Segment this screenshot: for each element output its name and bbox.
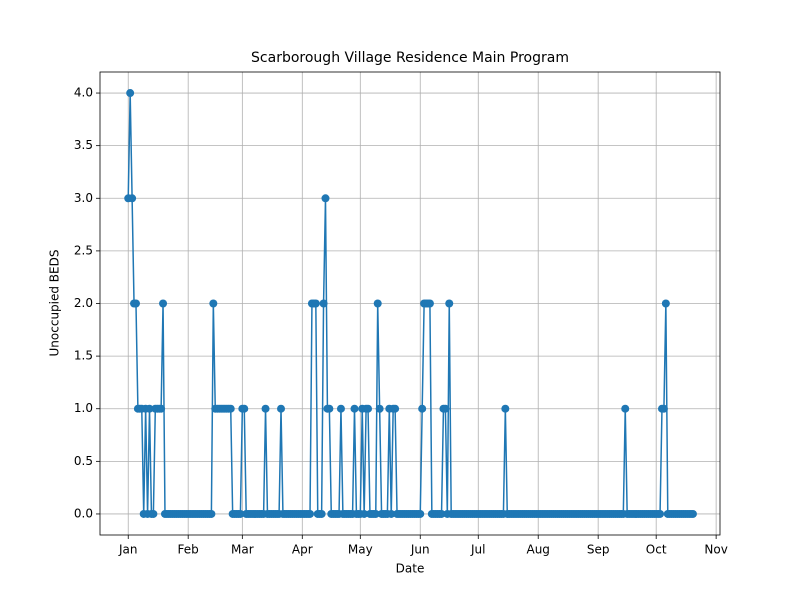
data-point (661, 299, 670, 308)
data-point (418, 404, 427, 413)
data-point (321, 194, 330, 203)
data-point (261, 404, 270, 413)
data-point (360, 509, 369, 518)
data-point (437, 509, 446, 518)
y-tick-label: 4.0 (74, 86, 93, 100)
data-point (319, 299, 328, 308)
data-point (445, 299, 454, 308)
data-point (306, 509, 315, 518)
y-tick-label: 2.5 (74, 243, 93, 257)
data-point (441, 404, 450, 413)
data-point (387, 509, 396, 518)
data-point (209, 299, 218, 308)
y-tick-label: 0.0 (74, 506, 93, 520)
data-point (317, 509, 326, 518)
data-point (391, 404, 400, 413)
y-tick-label: 2.0 (74, 296, 93, 310)
data-point (128, 194, 137, 203)
data-point (659, 404, 668, 413)
data-point (226, 404, 235, 413)
plot-frame (99, 71, 721, 536)
y-tick-label: 0.5 (74, 454, 93, 468)
data-point (131, 299, 140, 308)
data-point (375, 404, 384, 413)
data-point (277, 404, 286, 413)
data-point (126, 89, 135, 98)
x-tick-label: May (348, 543, 373, 557)
data-point (416, 509, 425, 518)
x-tick-label: Jun (410, 543, 430, 557)
x-tick-label: Oct (646, 543, 667, 557)
data-point (325, 404, 334, 413)
y-tick-label: 3.0 (74, 191, 93, 205)
data-point (425, 299, 434, 308)
x-tick-label: Feb (178, 543, 199, 557)
data-point (207, 509, 216, 518)
data-point (336, 404, 345, 413)
y-tick-label: 3.5 (74, 138, 93, 152)
data-point (145, 404, 154, 413)
data-point (371, 509, 380, 518)
data-point (501, 404, 510, 413)
data-point (240, 404, 249, 413)
x-tick-label: Nov (704, 543, 727, 557)
data-point (350, 404, 359, 413)
y-tick-label: 1.0 (74, 401, 93, 415)
data-point (159, 299, 168, 308)
x-tick-label: Sep (587, 543, 610, 557)
data-point (236, 509, 245, 518)
chart-title: Scarborough Village Residence Main Progr… (251, 50, 569, 66)
data-point (311, 299, 320, 308)
x-tick-label: Jul (470, 543, 485, 557)
data-point (373, 299, 382, 308)
y-axis-label: Unoccupied BEDS (48, 250, 62, 357)
data-point (688, 509, 697, 518)
data-point (149, 509, 158, 518)
x-axis-label: Date (396, 562, 425, 576)
x-tick-label: Mar (231, 543, 254, 557)
x-tick-label: Jan (118, 543, 138, 557)
data-point (364, 404, 373, 413)
data-point (157, 404, 166, 413)
x-tick-label: Aug (526, 543, 549, 557)
x-tick-label: Apr (292, 543, 313, 557)
data-point (656, 509, 665, 518)
data-point (621, 404, 630, 413)
y-tick-label: 1.5 (74, 349, 93, 363)
